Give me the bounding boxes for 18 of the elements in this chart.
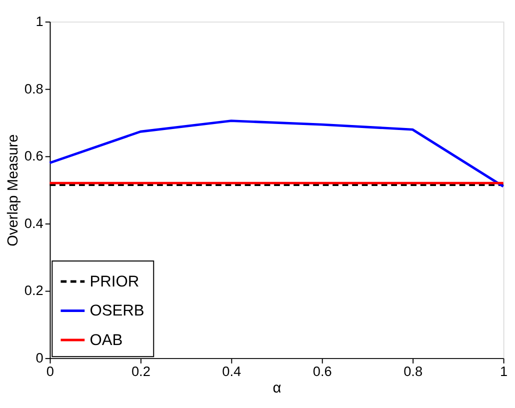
y-axis-title: Overlap Measure — [6, 134, 22, 246]
y-tick-label: 0 — [36, 350, 44, 366]
line-series — [48, 120, 505, 188]
x-tick-label: 0 — [46, 364, 54, 380]
legend-label: OSERB — [90, 302, 144, 320]
legend-label: PRIOR — [90, 273, 140, 290]
y-tick-label: 0.2 — [24, 283, 44, 298]
x-axis-title: α — [272, 380, 282, 397]
legend-label: OAB — [90, 332, 123, 349]
x-tick-label: 0.4 — [222, 364, 242, 380]
y-tick-label: 0.4 — [24, 216, 44, 231]
y-tick-label: 1 — [36, 14, 44, 29]
x-tick-label: 0.8 — [404, 364, 423, 380]
y-tick-label: 0.6 — [24, 148, 44, 164]
x-tick-label: 0.2 — [131, 364, 150, 380]
y-tick-label: 0.8 — [24, 81, 44, 96]
x-tick-label: 0.6 — [312, 364, 332, 380]
x-tick-label: 1 — [500, 364, 508, 380]
